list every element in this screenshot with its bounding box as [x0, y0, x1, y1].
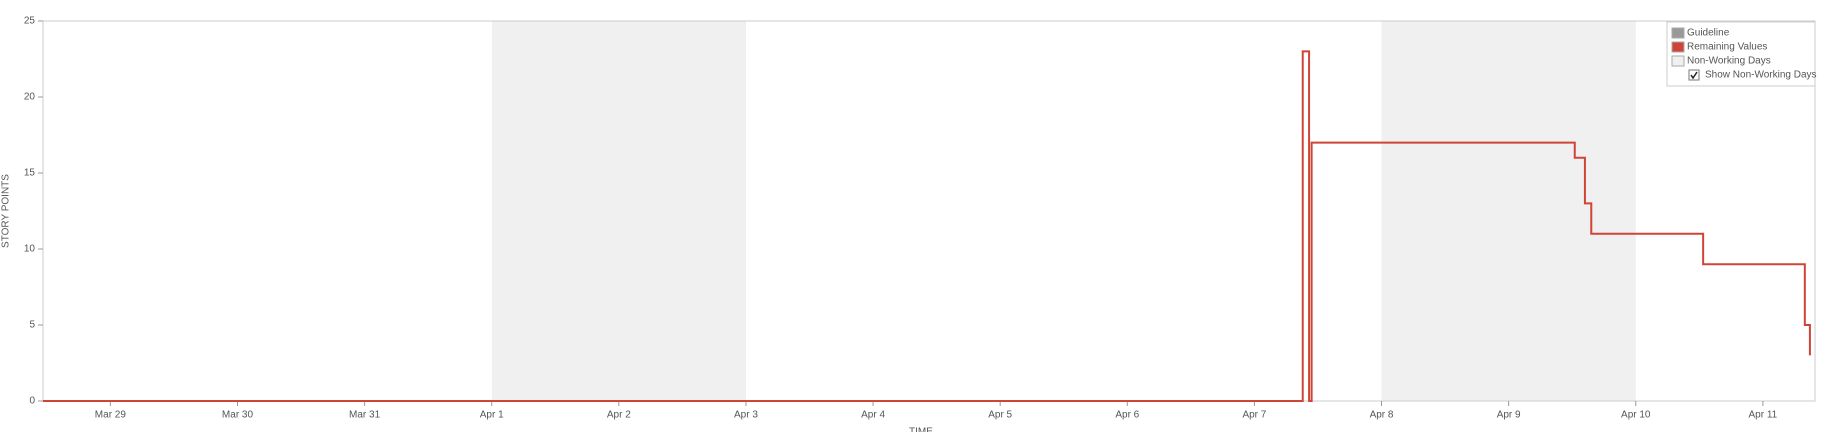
x-tick-label: Apr 6: [1115, 410, 1139, 421]
x-tick-label: Mar 29: [95, 410, 127, 421]
non-working-band: [1381, 21, 1636, 401]
x-tick-label: Apr 5: [988, 410, 1012, 421]
x-tick-label: Apr 3: [734, 410, 758, 421]
y-tick-label: 25: [24, 16, 36, 27]
x-tick-label: Apr 4: [861, 410, 885, 421]
toggle-label: Show Non-Working Days: [1705, 70, 1817, 81]
x-tick-label: Apr 2: [607, 410, 631, 421]
legend-swatch: [1671, 27, 1685, 39]
legend-label: Non-Working Days: [1687, 56, 1771, 67]
remaining-line: [43, 50, 1811, 402]
legend-swatch: [1671, 55, 1685, 67]
x-tick-label: Apr 1: [480, 410, 504, 421]
y-axis-label: STORY POINTS: [1, 174, 12, 248]
y-tick-label: 10: [24, 244, 36, 255]
x-tick-label: Mar 30: [222, 410, 254, 421]
x-tick-label: Apr 9: [1497, 410, 1521, 421]
toggle-checkbox[interactable]: [1688, 69, 1700, 81]
legend-label: Remaining Values: [1687, 42, 1767, 53]
non-working-band: [491, 21, 746, 401]
y-tick-label: 20: [24, 92, 36, 103]
y-tick-label: 5: [29, 320, 35, 331]
legend-label: Guideline: [1687, 28, 1730, 39]
toggle-check: [1690, 71, 1698, 80]
x-axis-label: TIME: [909, 427, 933, 432]
x-tick-label: Apr 8: [1370, 410, 1394, 421]
legend-swatch: [1671, 41, 1685, 53]
y-tick-label: 0: [29, 396, 35, 407]
x-tick-label: Mar 31: [349, 410, 381, 421]
y-tick-label: 15: [24, 168, 36, 179]
x-tick-label: Apr 7: [1242, 410, 1266, 421]
x-tick-label: Apr 11: [1749, 410, 1778, 421]
x-tick-label: Apr 10: [1621, 410, 1651, 421]
